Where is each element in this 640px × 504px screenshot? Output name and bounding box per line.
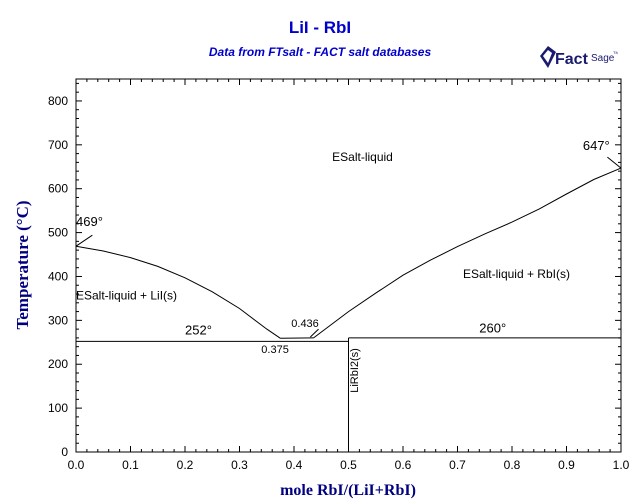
x-axis-label: mole RbI/(LiI+RbI) — [280, 482, 416, 499]
y-tick-label: 300 — [48, 313, 68, 327]
chart-annotation: 260° — [479, 321, 506, 336]
chart-annotation: 469° — [76, 214, 103, 229]
factsage-logo: Fact Sage TM — [538, 42, 619, 72]
leader-0436 — [310, 328, 319, 338]
x-tick-label: 0.9 — [558, 458, 575, 472]
phase-boundary-line — [75, 245, 281, 339]
x-tick-label: 0.0 — [68, 458, 85, 472]
y-tick-label: 200 — [48, 357, 68, 371]
chart-annotation: 647° — [583, 138, 610, 153]
chart-annotation: LiRbI2(s) — [349, 348, 361, 393]
logo-tm-text: TM — [613, 50, 618, 55]
x-tick-label: 1.0 — [613, 458, 630, 472]
chart-title: LiI - RbI — [288, 18, 352, 37]
x-tick-label: 0.5 — [340, 458, 357, 472]
x-tick-label: 0.2 — [177, 458, 194, 472]
y-tick-label: 0 — [61, 445, 68, 459]
y-tick-label: 600 — [48, 182, 68, 196]
chart-annotation: 252° — [185, 322, 212, 337]
logo-brand-text: Fact — [555, 51, 589, 68]
x-tick-label: 0.3 — [231, 458, 248, 472]
x-tick-label: 0.8 — [504, 458, 521, 472]
y-tick-label: 800 — [48, 94, 68, 108]
x-tick-label: 0.1 — [122, 458, 139, 472]
y-tick-label: 400 — [48, 269, 68, 283]
leader-469 — [75, 234, 93, 247]
leader-647 — [607, 156, 622, 169]
y-tick-label: 700 — [48, 138, 68, 152]
chart-annotation: ESalt-liquid + RbI(s) — [463, 267, 570, 281]
logo-suffix-text: Sage — [591, 53, 615, 64]
chart-annotation: 0.436 — [291, 318, 319, 330]
phase-boundary-line — [313, 167, 622, 339]
y-axis-label: Temperature (°C) — [13, 200, 32, 329]
x-tick-label: 0.4 — [286, 458, 303, 472]
chart-subtitle: Data from FTsalt - FACT salt databases — [208, 45, 432, 59]
x-tick-label: 0.6 — [395, 458, 412, 472]
chart-annotation: ESalt-liquid — [332, 150, 393, 164]
chart-annotation: 0.375 — [261, 344, 289, 356]
x-tick-label: 0.7 — [449, 458, 466, 472]
y-tick-label: 500 — [48, 226, 68, 240]
y-tick-label: 100 — [48, 401, 68, 415]
chart-annotation: ESalt-liquid + LiI(s) — [76, 288, 177, 302]
